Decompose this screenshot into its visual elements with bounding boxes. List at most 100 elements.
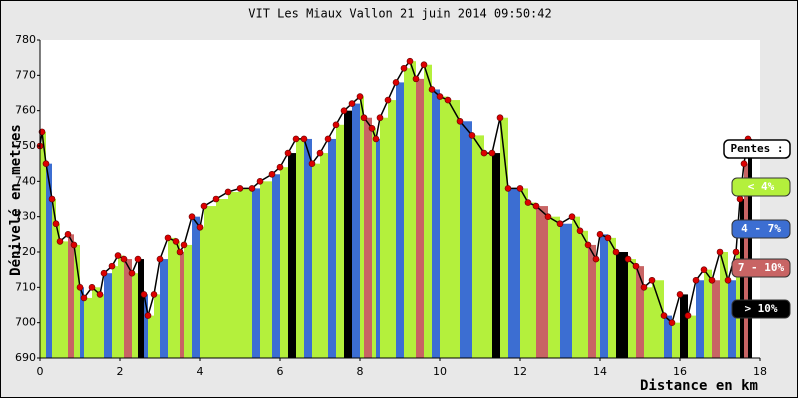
slope-bar — [410, 61, 416, 358]
point — [256, 178, 264, 185]
point — [516, 185, 524, 192]
slope-bar — [68, 234, 74, 358]
slope-bar — [712, 280, 720, 358]
slope-bar — [492, 153, 500, 358]
y-tick-label: 710 — [15, 280, 36, 293]
point — [76, 284, 84, 291]
point — [740, 160, 748, 167]
point — [356, 93, 364, 100]
point — [640, 284, 648, 291]
slope-bar — [628, 259, 636, 358]
slope-bar — [376, 138, 380, 358]
point — [114, 252, 122, 259]
point — [436, 93, 444, 100]
point — [604, 234, 612, 242]
slope-bar — [312, 163, 320, 358]
point — [684, 312, 692, 319]
slope-bar — [600, 234, 608, 358]
slope-bar — [596, 259, 600, 358]
point — [568, 213, 576, 220]
slope-bar — [84, 297, 92, 358]
point — [488, 149, 496, 157]
x-tick-label: 6 — [277, 365, 284, 378]
slope-bar — [560, 223, 572, 358]
point — [140, 291, 148, 298]
slope-bar — [432, 89, 440, 358]
point — [632, 262, 640, 270]
point — [624, 255, 632, 263]
point — [180, 241, 188, 249]
slope-bar — [360, 96, 364, 359]
point — [52, 220, 60, 228]
slope-bar — [154, 294, 160, 358]
slope-bar — [396, 82, 404, 359]
slope-bar — [240, 188, 252, 358]
y-tick-label: 730 — [15, 210, 36, 223]
x-axis-label: Distance en km — [640, 378, 758, 394]
point — [308, 160, 316, 167]
point — [556, 220, 564, 228]
y-tick-label: 720 — [15, 245, 36, 258]
point — [196, 223, 204, 231]
y-tick-label: 740 — [15, 174, 36, 187]
slope-bar — [388, 100, 396, 359]
point — [80, 294, 88, 302]
point — [736, 195, 744, 203]
slope-bar — [372, 128, 376, 358]
point — [224, 188, 232, 196]
slope-bar — [616, 252, 628, 358]
slope-bar — [184, 244, 192, 358]
slope-bar — [484, 153, 492, 358]
point — [164, 234, 172, 242]
point — [400, 64, 408, 72]
point — [176, 248, 184, 256]
slope-bar — [416, 78, 424, 358]
point — [412, 75, 420, 83]
slope-bar — [728, 280, 736, 358]
slope-bar — [704, 269, 712, 358]
slope-bar — [144, 294, 148, 358]
point — [384, 96, 392, 104]
slope-bar — [160, 259, 168, 358]
x-tick-label: 14 — [593, 365, 607, 378]
x-tick-label: 0 — [37, 365, 44, 378]
slope-bar — [320, 153, 328, 358]
legend-swatch — [731, 299, 791, 319]
point — [596, 231, 604, 238]
slope-bar — [404, 68, 410, 359]
point — [292, 135, 300, 143]
slope-bar — [168, 237, 176, 358]
point — [392, 79, 400, 86]
slope-bar — [180, 252, 184, 358]
point — [100, 269, 108, 277]
point — [120, 255, 128, 263]
slope-bar — [192, 216, 200, 358]
point — [368, 125, 376, 132]
slope-bar — [272, 174, 280, 358]
point — [128, 269, 136, 277]
x-tick-label: 8 — [357, 365, 364, 378]
slope-bar — [572, 216, 580, 358]
point — [332, 121, 340, 129]
point — [660, 312, 668, 319]
point — [420, 61, 428, 69]
slope-bar — [508, 188, 520, 358]
y-tick-label: 780 — [15, 33, 36, 46]
point — [444, 96, 452, 104]
slope-bar — [500, 117, 508, 358]
point — [300, 135, 308, 143]
slope-bar — [52, 199, 56, 358]
slope-bar — [260, 181, 272, 358]
chart-title: VIT Les Miaux Vallon 21 juin 2014 09:50:… — [248, 7, 551, 21]
slope-bar — [328, 138, 336, 358]
slope-bar — [364, 117, 372, 358]
legend-label: > 10% — [744, 302, 777, 315]
x-tick-label: 10 — [433, 365, 447, 378]
point — [96, 291, 104, 298]
point — [156, 255, 164, 263]
slope-bar — [688, 315, 696, 358]
point — [668, 319, 676, 326]
point — [348, 100, 356, 107]
point — [576, 227, 584, 235]
slope-bar — [228, 191, 240, 358]
